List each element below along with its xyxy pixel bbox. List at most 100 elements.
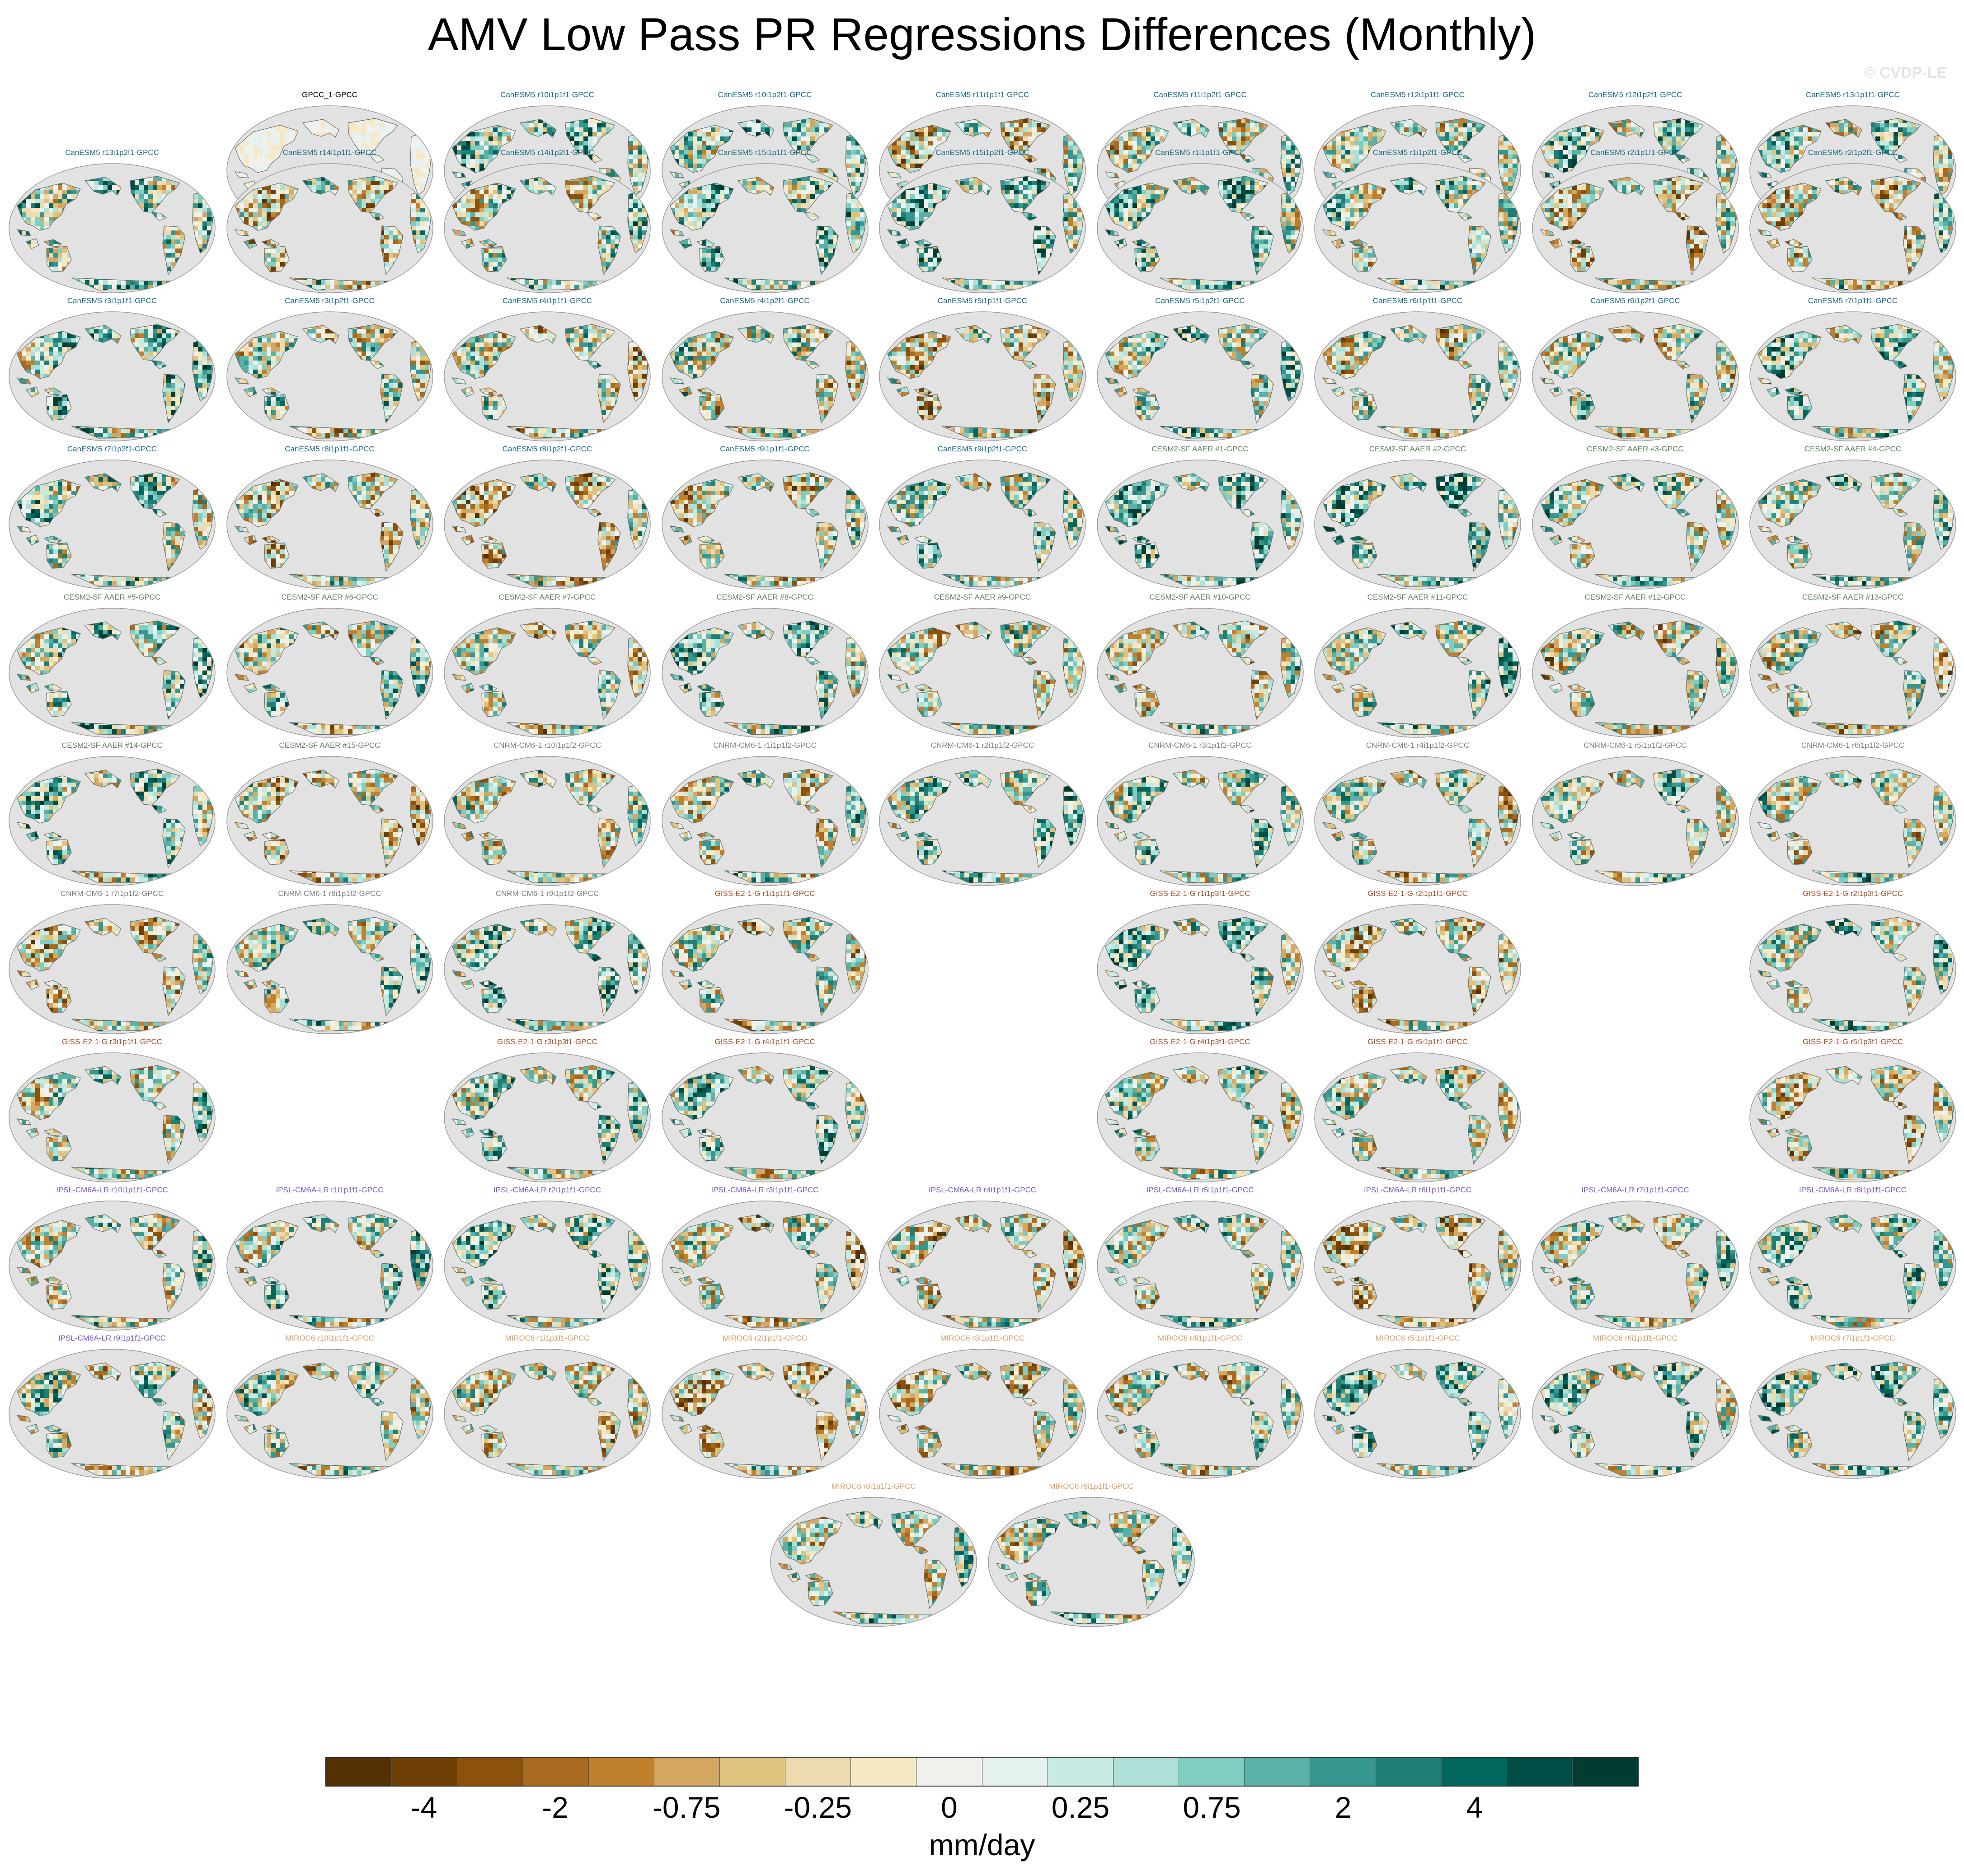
- panel-title: CanESM5 r12i1p2f1-GPCC: [1529, 90, 1742, 104]
- world-map: [1749, 607, 1957, 738]
- map-panel: GISS-E2-1-G r4i1p3f1-GPCC: [1094, 1037, 1306, 1187]
- panel-title: CESM2-SF AAER #5-GPCC: [6, 593, 218, 606]
- panel-title: MIROC6 r5i1p1f1-GPCC: [1311, 1334, 1524, 1347]
- world-map: [661, 607, 869, 738]
- colorbar-tick-label: -4: [370, 1790, 478, 1824]
- panel-title: MIROC6 r4i1p1f1-GPCC: [1094, 1334, 1306, 1347]
- world-map: [661, 755, 869, 886]
- map-panel: CESM2-SF AAER #8-GPCC: [659, 593, 871, 742]
- panel-title: CESM2-SF AAER #6-GPCC: [224, 593, 436, 606]
- panel-title: CESM2-SF AAER #9-GPCC: [876, 593, 1089, 606]
- map-panel: CNRM-CM6-1 r6i1p1f2-GPCC: [1747, 741, 1959, 890]
- world-map: [8, 163, 216, 294]
- map-panel: MIROC6 r1i1p1f1-GPCC: [441, 1334, 653, 1483]
- panel-title: CanESM5 r15i1p2f1-GPCC: [876, 148, 1089, 162]
- map-panel: IPSL-CM6A-LR r2i1p1f1-GPCC: [441, 1186, 653, 1335]
- panel-title: GISS-E2-1-G r3i1p3f1-GPCC: [441, 1037, 653, 1051]
- map-panel: CESM2-SF AAER #15-GPCC: [224, 741, 436, 890]
- colorbar-swatch: [1048, 1758, 1114, 1786]
- map-panel: CanESM5 r9i1p1f1-GPCC: [659, 445, 871, 594]
- world-map: [1096, 607, 1304, 738]
- panel-title: IPSL-CM6A-LR r4i1p1f1-GPCC: [876, 1186, 1089, 1199]
- map-panel: CNRM-CM6-1 r3i1p1f2-GPCC: [1094, 741, 1306, 890]
- panel-title: IPSL-CM6A-LR r7i1p1f1-GPCC: [1529, 1186, 1742, 1199]
- panel-title: CanESM5 r7i1p1f1-GPCC: [1747, 296, 1959, 310]
- colorbar-swatch: [1573, 1758, 1638, 1786]
- map-panel: CESM2-SF AAER #9-GPCC: [876, 593, 1089, 742]
- map-panel: CESM2-SF AAER #6-GPCC: [224, 593, 436, 742]
- map-panel: CESM2-SF AAER #4-GPCC: [1747, 445, 1959, 594]
- panel-title: CESM2-SF AAER #11-GPCC: [1311, 593, 1524, 606]
- map-panel: GISS-E2-1-G r5i1p1f1-GPCC: [1311, 1037, 1524, 1187]
- panel-title: GISS-E2-1-G r5i1p1f1-GPCC: [1311, 1037, 1524, 1051]
- map-panel: IPSL-CM6A-LR r8i1p1f1-GPCC: [1747, 1186, 1959, 1335]
- world-map: [1749, 459, 1957, 590]
- map-panel: CanESM5 r14i1p1f1-GPCC: [224, 148, 436, 297]
- panel-title: CanESM5 r1i1p1f1-GPCC: [1094, 148, 1306, 162]
- world-map: [661, 459, 869, 590]
- world-map: [879, 163, 1086, 294]
- map-panel: MIROC6 r3i1p1f1-GPCC: [876, 1334, 1089, 1483]
- world-map: [1314, 607, 1522, 738]
- world-map: [8, 904, 216, 1035]
- world-map: [661, 163, 869, 294]
- map-panel: CanESM5 r1i1p2f1-GPCC: [1311, 148, 1524, 297]
- map-panel: CanESM5 r5i1p2f1-GPCC: [1094, 296, 1306, 446]
- world-map: [661, 1348, 869, 1479]
- map-panel: IPSL-CM6A-LR r7i1p1f1-GPCC: [1529, 1186, 1742, 1335]
- panel-title: GISS-E2-1-G r4i1p1f1-GPCC: [659, 1037, 871, 1051]
- world-map: [8, 1348, 216, 1479]
- map-panel: CanESM5 r8i1p2f1-GPCC: [441, 445, 653, 594]
- colorbar-swatch: [785, 1758, 851, 1786]
- panel-title: CanESM5 r7i1p2f1-GPCC: [6, 445, 218, 458]
- panel-title: CanESM5 r8i1p1f1-GPCC: [224, 445, 436, 458]
- map-panel: CESM2-SF AAER #13-GPCC: [1747, 593, 1959, 742]
- map-panel: IPSL-CM6A-LR r3i1p1f1-GPCC: [659, 1186, 871, 1335]
- world-map: [1096, 163, 1304, 294]
- panel-title: CanESM5 r9i1p2f1-GPCC: [876, 445, 1089, 458]
- panel-title: CanESM5 r2i1p2f1-GPCC: [1747, 148, 1959, 162]
- world-map: [1749, 904, 1957, 1035]
- panel-title: GISS-E2-1-G r5i1p3f1-GPCC: [1747, 1037, 1959, 1051]
- panel-title: CESM2-SF AAER #10-GPCC: [1094, 593, 1306, 606]
- world-map: [879, 459, 1086, 590]
- world-map: [8, 755, 216, 886]
- map-panel: CanESM5 r8i1p1f1-GPCC: [224, 445, 436, 594]
- world-map: [8, 1200, 216, 1331]
- world-map: [1314, 1200, 1522, 1331]
- map-panel: GISS-E2-1-G r2i1p1f1-GPCC: [1311, 889, 1524, 1038]
- panel-title: CESM2-SF AAER #3-GPCC: [1529, 445, 1742, 458]
- map-panel: MIROC6 r5i1p1f1-GPCC: [1311, 1334, 1524, 1483]
- panel-title: CanESM5 r5i1p1f1-GPCC: [876, 296, 1089, 310]
- panel-title: MIROC6 r8i1p1f1-GPCC: [767, 1482, 980, 1496]
- map-panel: CanESM5 r4i1p1f1-GPCC: [441, 296, 653, 446]
- world-map: [226, 1348, 434, 1479]
- world-map: [443, 1052, 651, 1183]
- world-map: [987, 1496, 1195, 1627]
- colorbar-units: mm/day: [0, 1828, 1964, 1862]
- panel-title: CanESM5 r2i1p1f1-GPCC: [1529, 148, 1742, 162]
- world-map: [226, 755, 434, 886]
- colorbar-swatch: [1507, 1758, 1573, 1786]
- colorbar-swatch: [1114, 1758, 1179, 1786]
- world-map: [226, 904, 434, 1035]
- panel-title: CanESM5 r12i1p1f1-GPCC: [1311, 90, 1524, 104]
- world-map: [1096, 311, 1304, 442]
- colorbar-tick-label: 0.25: [1026, 1790, 1135, 1824]
- colorbar-swatch: [916, 1758, 982, 1786]
- map-panel-grid: GPCC_1-GPCC CanESM5 r10i1p1f1-GPCC CanESM5…: [0, 0, 1964, 1717]
- panel-title: CanESM5 r14i1p2f1-GPCC: [441, 148, 653, 162]
- panel-title: CNRM-CM6-1 r10i1p1f2-GPCC: [441, 741, 653, 755]
- panel-title: CanESM5 r10i1p2f1-GPCC: [659, 90, 871, 104]
- map-panel: GISS-E2-1-G r5i1p3f1-GPCC: [1747, 1037, 1959, 1187]
- panel-title: CESM2-SF AAER #14-GPCC: [6, 741, 218, 755]
- panel-title: GISS-E2-1-G r4i1p3f1-GPCC: [1094, 1037, 1306, 1051]
- map-panel: IPSL-CM6A-LR r1i1p1f1-GPCC: [224, 1186, 436, 1335]
- map-panel: CNRM-CM6-1 r5i1p1f2-GPCC: [1529, 741, 1742, 890]
- panel-title: CESM2-SF AAER #8-GPCC: [659, 593, 871, 606]
- world-map: [226, 607, 434, 738]
- world-map: [1096, 1348, 1304, 1479]
- colorbar-swatch: [589, 1758, 654, 1786]
- panel-title: CNRM-CM6-1 r2i1p1f2-GPCC: [876, 741, 1089, 755]
- map-panel: GISS-E2-1-G r1i1p3f1-GPCC: [1094, 889, 1306, 1038]
